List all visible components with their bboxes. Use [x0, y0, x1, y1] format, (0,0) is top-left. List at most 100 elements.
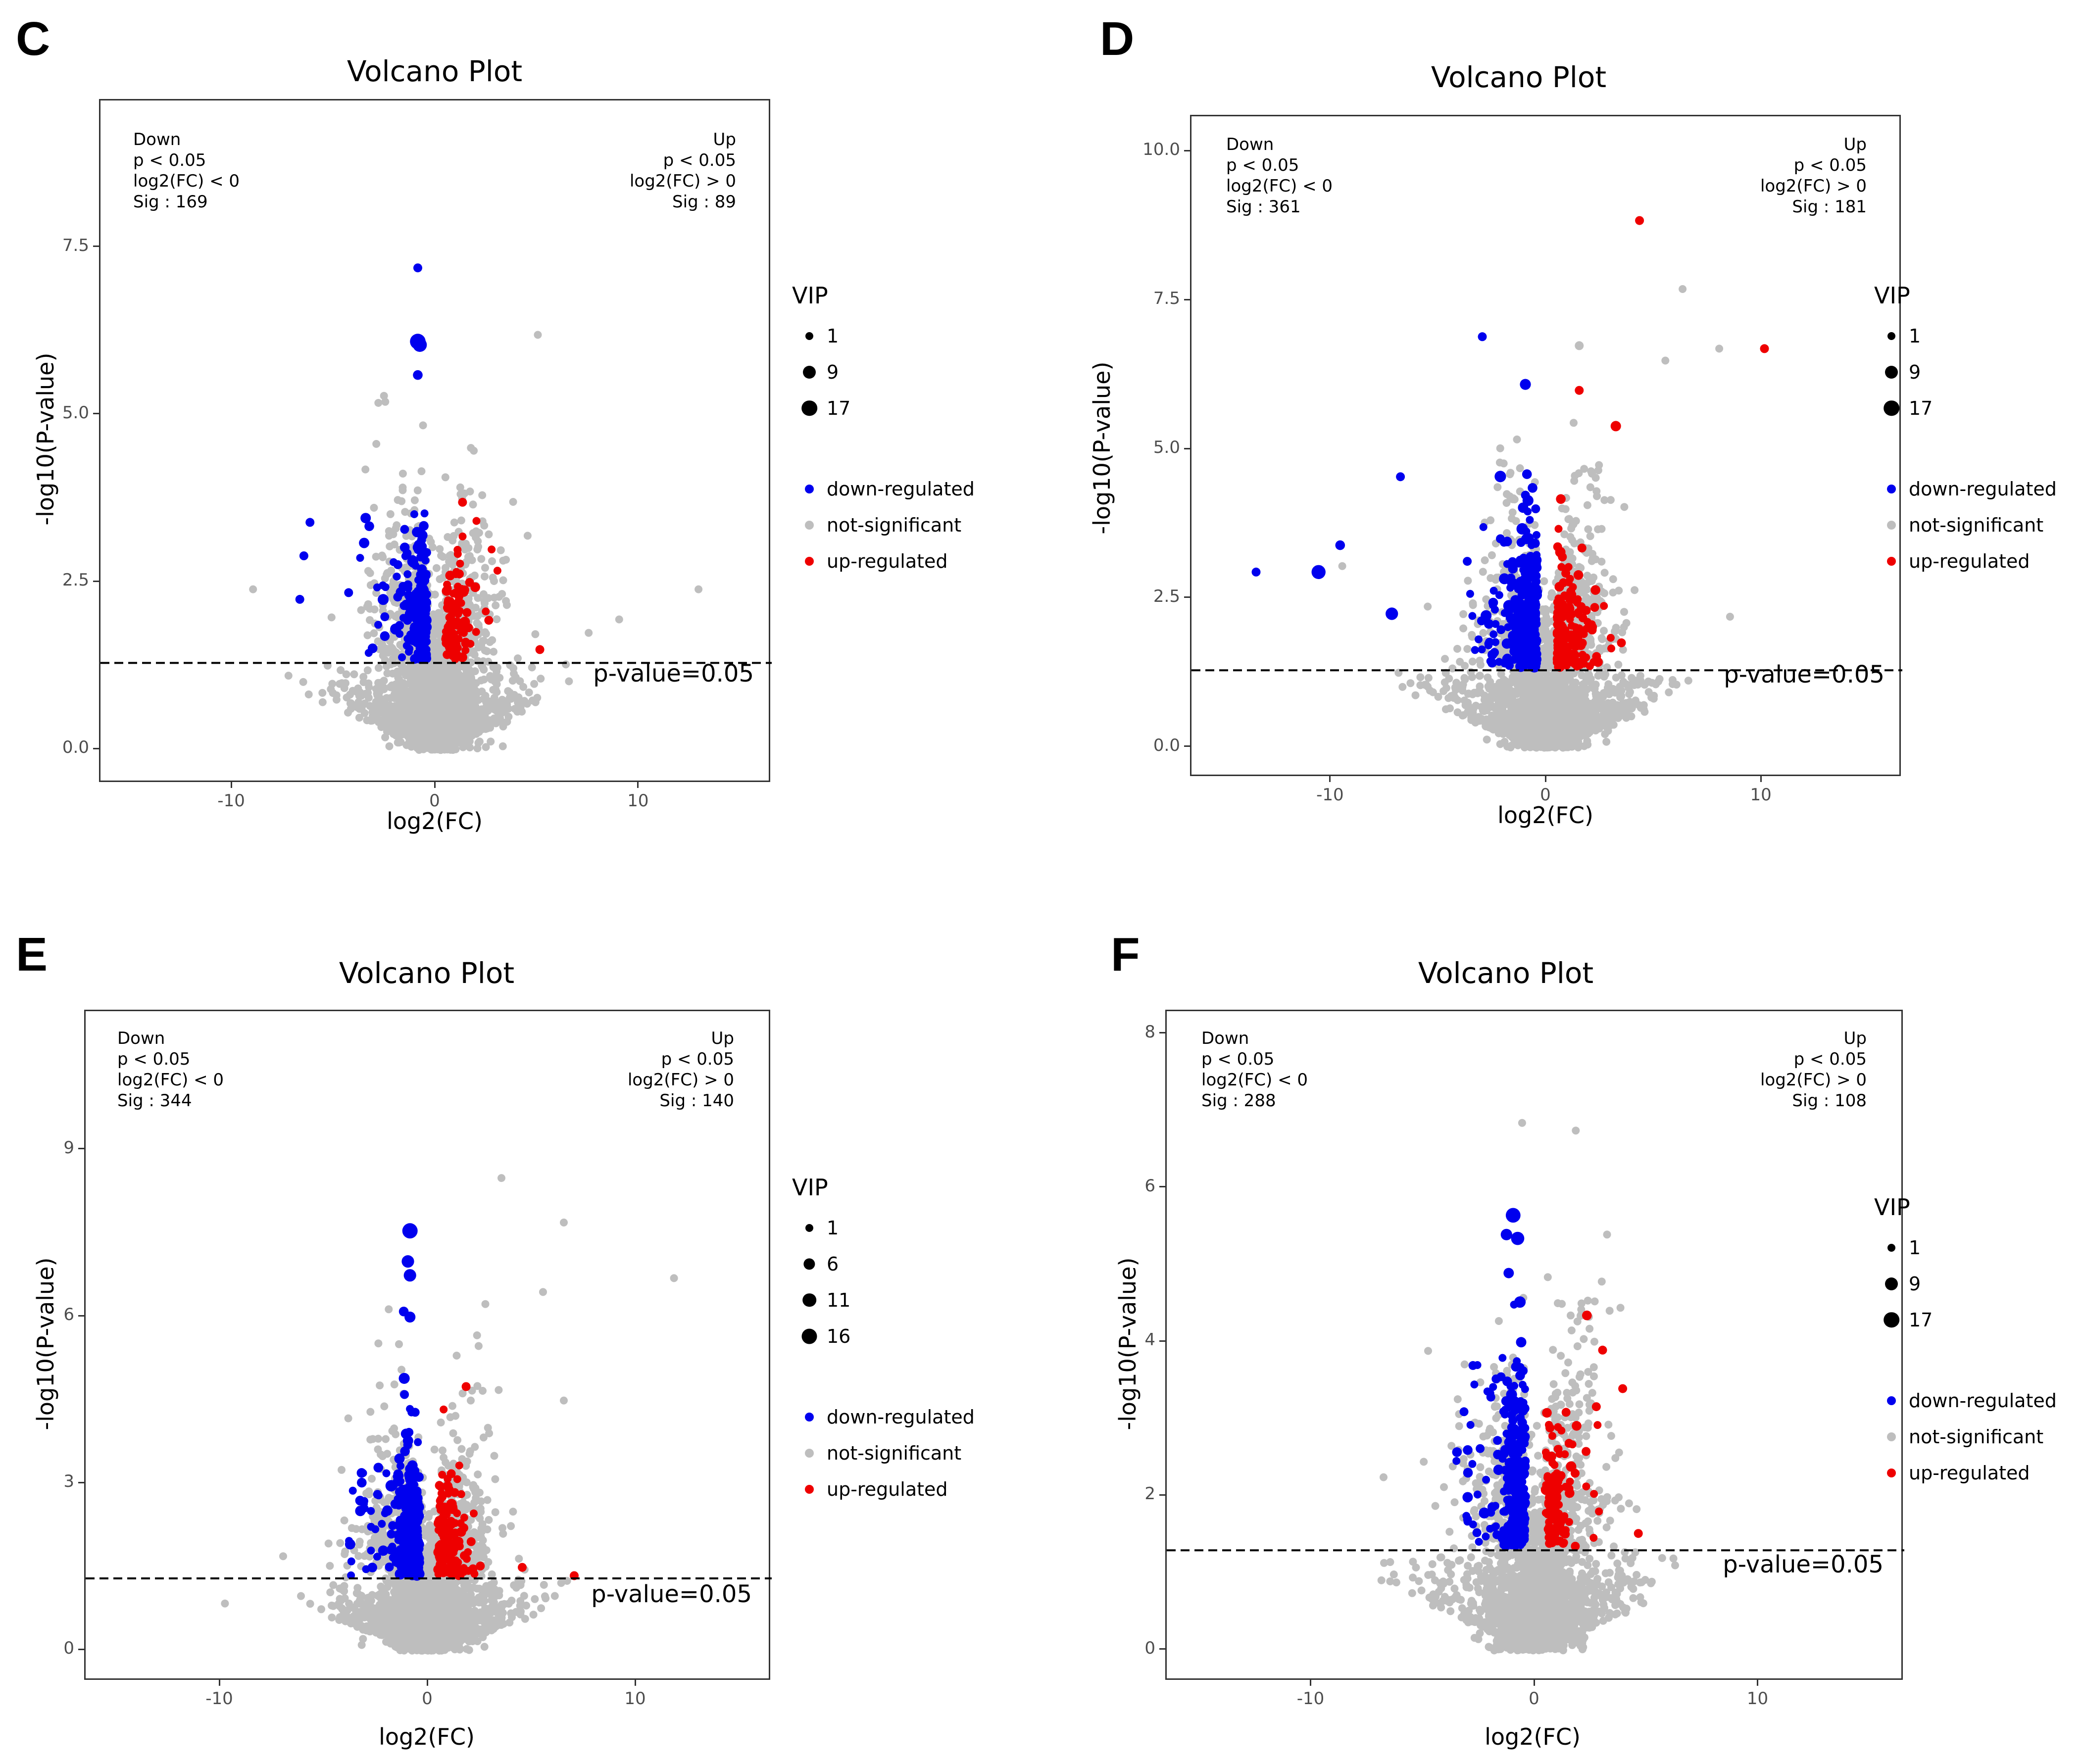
point-not-significant	[1453, 644, 1461, 653]
legend-group-marker	[805, 484, 814, 493]
x-tick-mark	[230, 782, 232, 788]
point-not-significant	[385, 742, 394, 750]
point-not-significant	[1508, 514, 1516, 523]
legend-size-marker	[805, 332, 813, 340]
point-not-significant	[1561, 505, 1570, 513]
point-not-significant	[507, 694, 515, 703]
point-not-significant	[1726, 613, 1734, 621]
point-up-regulated	[472, 517, 481, 525]
point-not-significant	[525, 688, 533, 696]
point-not-significant	[1460, 674, 1469, 682]
point-not-significant	[438, 684, 446, 692]
point-not-significant	[460, 490, 469, 497]
point-not-significant	[1586, 532, 1594, 540]
point-down-regulated	[403, 570, 412, 579]
point-not-significant	[1469, 706, 1477, 715]
point-not-significant	[1576, 702, 1584, 710]
point-not-significant	[1654, 677, 1663, 686]
point-not-significant	[389, 669, 397, 678]
point-not-significant	[1506, 470, 1514, 479]
point-not-significant	[405, 726, 413, 734]
point-not-significant	[1592, 691, 1600, 700]
point-not-significant	[446, 738, 455, 747]
point-not-significant	[511, 673, 520, 682]
point-not-significant	[1567, 711, 1576, 719]
point-not-significant	[484, 657, 493, 666]
point-up-regulated	[535, 645, 545, 654]
point-up-regulated	[453, 550, 462, 558]
point-not-significant	[1583, 585, 1591, 593]
point-not-significant	[412, 717, 420, 725]
point-not-significant	[1485, 685, 1493, 693]
point-not-significant	[1481, 704, 1489, 713]
point-not-significant	[1542, 725, 1550, 733]
point-down-regulated	[416, 595, 426, 606]
point-not-significant	[381, 397, 390, 406]
point-not-significant	[453, 715, 461, 723]
point-not-significant	[1632, 696, 1639, 705]
point-not-significant	[391, 650, 399, 658]
point-not-significant	[434, 670, 443, 679]
y-tick-mark	[93, 580, 99, 582]
point-not-significant	[1500, 737, 1509, 746]
point-up-regulated	[448, 618, 456, 627]
point-not-significant	[342, 670, 350, 679]
point-up-regulated	[482, 607, 490, 616]
point-not-significant	[500, 708, 508, 716]
point-not-significant	[1543, 634, 1552, 642]
point-down-regulated	[413, 626, 421, 635]
point-not-significant	[417, 676, 426, 684]
point-not-significant	[1661, 356, 1670, 365]
point-not-significant	[354, 698, 363, 706]
up-annotation: Up p < 0.05 log2(FC) > 0 Sig : 89	[629, 130, 736, 212]
point-down-regulated	[356, 554, 364, 562]
point-not-significant	[1543, 678, 1551, 686]
point-not-significant	[1532, 743, 1540, 752]
point-not-significant	[1544, 654, 1553, 663]
point-not-significant	[485, 530, 493, 539]
point-not-significant	[694, 585, 703, 593]
point-not-significant	[361, 465, 370, 474]
point-not-significant	[373, 689, 381, 698]
point-up-regulated	[472, 628, 480, 636]
point-not-significant	[487, 675, 496, 684]
point-not-significant	[490, 693, 498, 702]
point-not-significant	[380, 392, 388, 400]
point-not-significant	[381, 733, 390, 741]
point-not-significant	[370, 703, 378, 711]
point-not-significant	[1479, 629, 1488, 637]
point-not-significant	[1518, 731, 1527, 739]
point-not-significant	[1464, 689, 1473, 698]
point-not-significant	[1531, 722, 1539, 730]
point-not-significant	[499, 556, 507, 565]
y-tick-mark	[93, 747, 99, 749]
point-not-significant	[519, 683, 528, 691]
point-not-significant	[1526, 709, 1535, 717]
point-not-significant	[1441, 655, 1449, 663]
point-not-significant	[1530, 734, 1538, 742]
point-not-significant	[374, 637, 382, 645]
point-not-significant	[1482, 722, 1490, 731]
point-not-significant	[1672, 681, 1681, 689]
point-not-significant	[490, 717, 498, 725]
point-not-significant	[488, 557, 496, 565]
point-not-significant	[431, 622, 440, 630]
point-up-regulated	[455, 569, 464, 579]
point-not-significant	[1493, 686, 1501, 694]
point-not-significant	[514, 693, 523, 701]
point-not-significant	[1602, 737, 1611, 746]
point-not-significant	[397, 497, 406, 505]
point-not-significant	[1583, 501, 1591, 509]
point-not-significant	[1463, 645, 1472, 653]
point-not-significant	[1600, 496, 1609, 504]
point-not-significant	[1451, 684, 1459, 692]
point-not-significant	[1477, 661, 1485, 669]
y-tick-mark	[93, 413, 99, 415]
point-not-significant	[1535, 691, 1542, 700]
point-not-significant	[394, 738, 402, 747]
point-up-regulated	[458, 532, 467, 540]
point-not-significant	[1560, 530, 1569, 539]
point-not-significant	[513, 707, 522, 716]
point-not-significant	[481, 599, 489, 607]
point-not-significant	[441, 665, 449, 673]
